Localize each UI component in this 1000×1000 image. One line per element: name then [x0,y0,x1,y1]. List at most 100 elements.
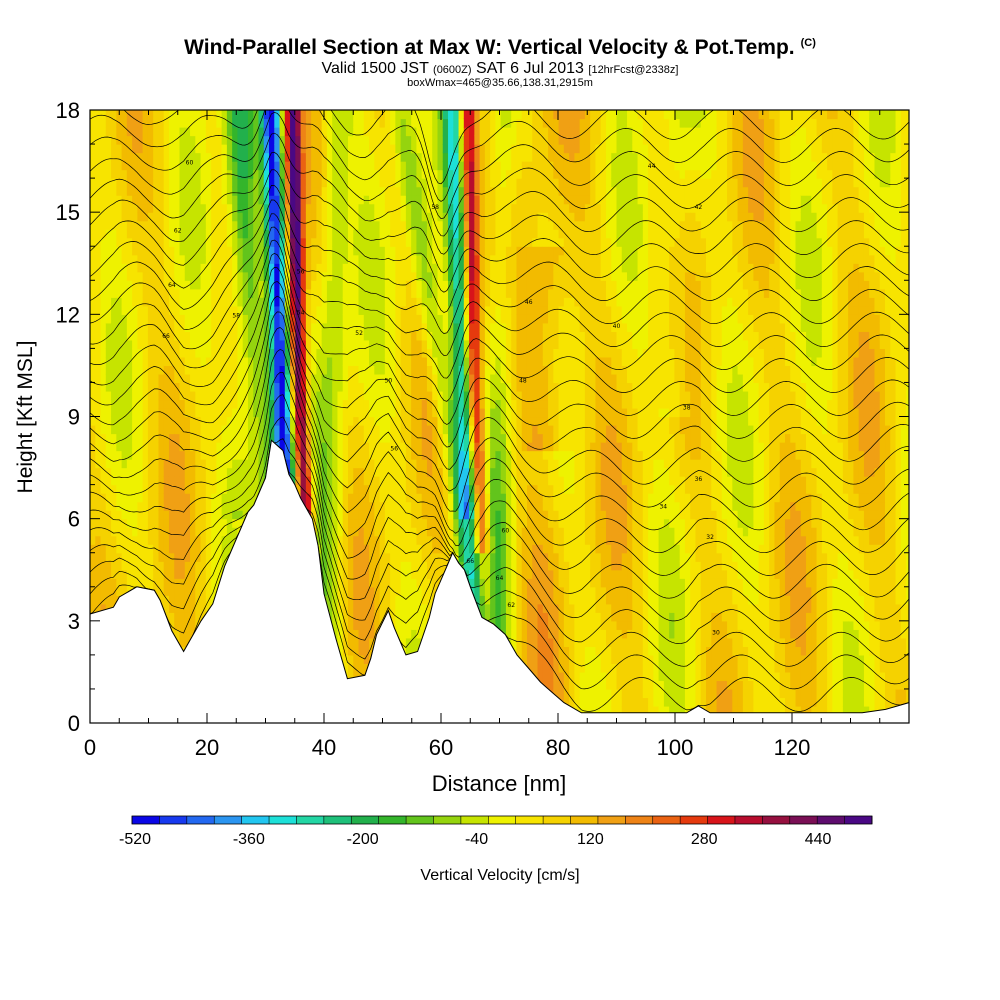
colorbar-swatch [406,816,434,824]
colorbar-swatch [844,816,873,824]
theta-contour-label: 30 [712,629,720,636]
theta-contours: 66 64 62 60 58 56 54 52 50 48 46 44 42 40 38 36 34 32 30 66… [90,110,909,712]
x-axis-label: Distance [nm] [432,771,567,796]
chart-subtitle: Valid 1500 JST (0600Z) SAT 6 Jul 2013 [1… [321,60,679,77]
theta-contour-label: 48 [519,377,527,384]
theta-contour-label: 40 [613,323,621,330]
theta-contour-label: 66 [466,558,474,565]
theta-contour [90,110,909,219]
theta-contour [90,253,909,425]
colorbar: -520 -360 -200 -40 120 280 440 [119,815,873,848]
theta-contour [123,110,909,185]
x-tick-label: 80 [546,735,570,760]
theta-contour-label: 32 [706,534,714,541]
theta-contour [90,169,909,293]
colorbar-swatch [734,816,763,824]
colorbar-swatch [488,816,517,824]
theta-contour-label: 42 [695,204,703,211]
theta-contour [90,394,909,599]
colorbar-swatch [570,816,599,824]
colorbar-tick-label: -520 [119,831,151,848]
y-tick-label: 6 [68,507,80,532]
theta-contour [90,267,909,448]
theta-contour [90,213,909,356]
theta-contour [90,110,909,202]
colorbar-swatch [132,816,160,824]
colorbar-swatch [817,816,845,824]
colorbar-swatch [680,816,708,824]
x-tick-label: 40 [312,735,336,760]
theta-contour [90,151,909,274]
box-info: boxWmax=465@35.66,138.31,2915m [407,77,593,89]
colorbar-swatch [296,816,325,824]
colorbar-swatch [597,816,626,824]
colorbar-tick-label: -40 [465,831,488,848]
theta-contour-label: 46 [525,299,533,306]
chart-title: Wind-Parallel Section at Max W: Vertical… [184,36,816,59]
colorbar-tick-label: 280 [691,831,718,848]
colorbar-swatch [214,816,243,824]
x-tick-label: 20 [195,735,219,760]
theta-contour-label: 64 [168,282,176,289]
colorbar-swatch [543,816,571,824]
colorbar-swatch [378,816,407,824]
x-tick-label: 100 [657,735,694,760]
theta-contour [90,281,909,470]
x-tick-label: 0 [84,735,96,760]
colorbar-swatch [433,816,462,824]
colorbar-swatch [789,816,818,824]
theta-contour-label: 34 [659,503,667,510]
theta-contour [90,132,909,255]
y-tick-label: 12 [56,302,80,327]
theta-contour [90,438,909,644]
colorbar-swatch [186,816,215,824]
theta-contour [90,112,909,237]
x-tick-label: 120 [774,735,811,760]
theta-contour-label: 60 [502,527,510,534]
colorbar-swatch [762,816,791,824]
theta-contour-label: 56 [297,268,305,275]
colorbar-swatch [159,816,188,824]
colorbar-tick-label: -360 [233,831,265,848]
colorbar-tick-label: 120 [577,831,604,848]
colorbar-swatch [241,816,270,824]
theta-contour [90,327,909,534]
theta-contour [90,349,909,554]
colorbar-swatch [323,816,352,824]
title-tag: (C) [800,37,816,49]
theta-contour [90,439,909,690]
theta-contour-label: 58 [431,204,439,211]
y-tick-label: 9 [68,405,80,430]
colorbar-swatch [460,816,489,824]
theta-contour-label: 62 [174,228,182,235]
colorbar-tick-label: 440 [805,831,832,848]
terrain-mask [89,439,910,724]
theta-contour [90,226,909,379]
colorbar-swatch [652,816,681,824]
theta-contour-label: 58 [232,313,240,320]
theta-contour [90,372,909,576]
theta-contour-label: 64 [496,575,504,582]
theta-contour [90,199,909,334]
theta-contour [90,295,909,492]
theta-contour-label: 44 [648,163,656,170]
theta-contour [90,416,909,622]
theta-contour-label: 60 [186,159,194,166]
y-tick-label: 0 [68,711,80,736]
colorbar-swatch [351,816,380,824]
y-tick-label: 3 [68,609,80,634]
theta-contour [90,311,909,512]
forecast-tag: [12hrFcst@2338z] [588,64,679,76]
y-tick-label: 15 [56,200,80,225]
theta-contour-label: 66 [162,333,170,340]
x-tick-label: 60 [429,735,453,760]
valid-utc: (0600Z) [433,64,472,76]
theta-contour-label: 56 [390,446,398,453]
theta-contour-label: 52 [355,330,363,337]
colorbar-swatch [707,816,736,824]
colorbar-tick-label: -200 [347,831,379,848]
theta-contour [90,239,909,402]
theta-contour-label: 38 [683,405,691,412]
